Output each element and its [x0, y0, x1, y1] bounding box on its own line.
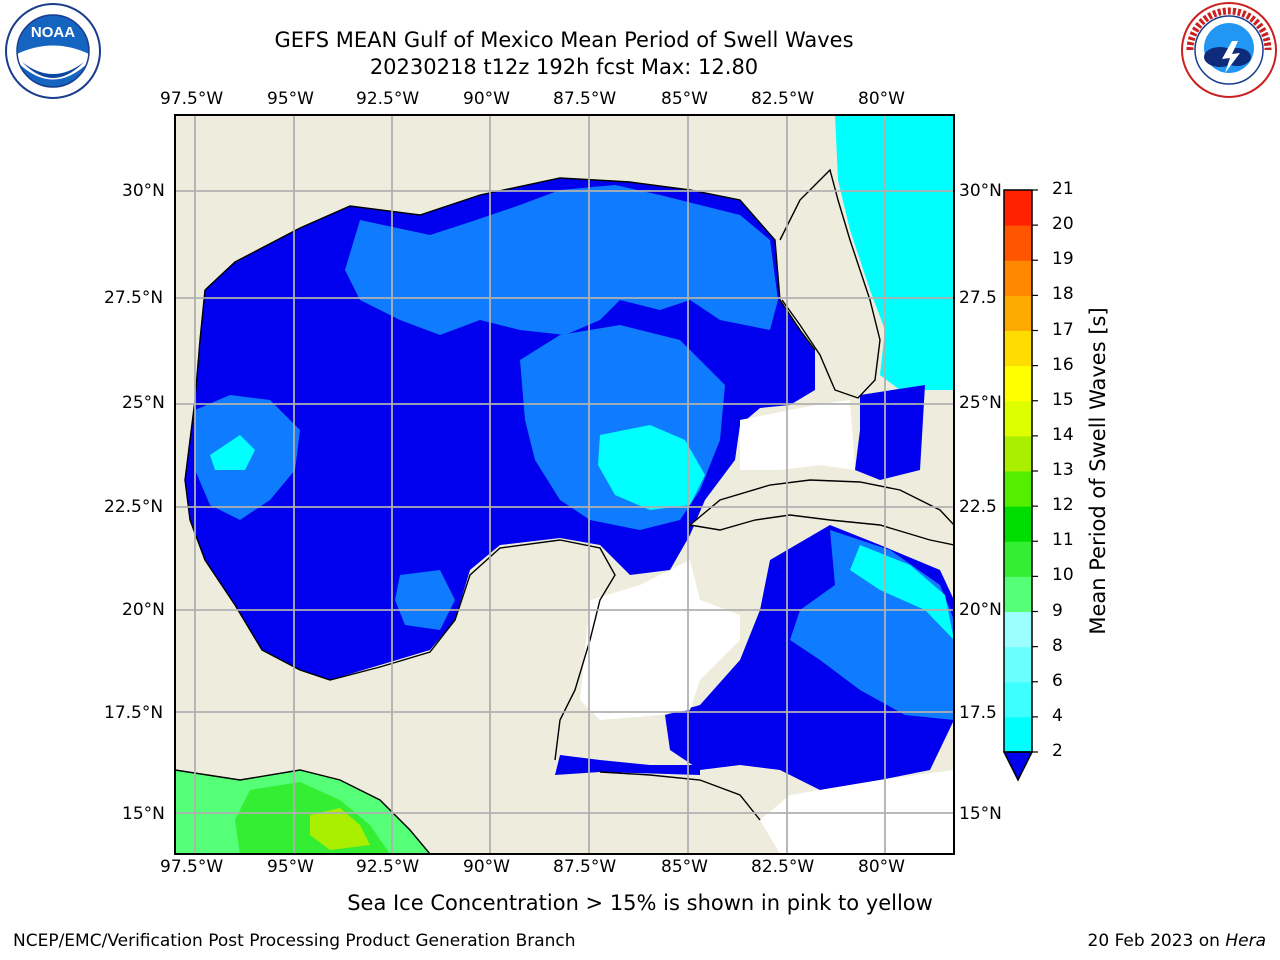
lon-tick-top: 97.5°W	[160, 89, 224, 109]
colorbar-segment	[1004, 225, 1032, 261]
lon-tick-bottom: 97.5°W	[160, 857, 224, 877]
lat-tick-right: 25°N	[959, 393, 1002, 413]
lon-tick-top: 80°W	[858, 89, 905, 109]
florida-land	[780, 170, 880, 398]
colorbar-title: Mean Period of Swell Waves [s]	[1086, 307, 1110, 635]
lat-tick-left: 15°N	[122, 804, 165, 824]
colorbar-tick-label: 17	[1052, 319, 1074, 340]
colorbar-tick-label: 6	[1052, 670, 1063, 691]
colorbar-segment	[1004, 190, 1032, 226]
colorbar-tick-label: 9	[1052, 600, 1063, 621]
atlantic-water	[835, 115, 954, 390]
lon-tick-bottom: 85°W	[661, 857, 708, 877]
lon-tick-bottom: 95°W	[267, 857, 314, 877]
lon-tick-top: 95°W	[267, 89, 314, 109]
lon-tick-top: 92.5°W	[356, 89, 420, 109]
gulf-water-light	[598, 425, 705, 510]
colorbar-tick-label: 19	[1052, 249, 1074, 270]
colorbar-segment	[1004, 716, 1032, 753]
lon-tick-bottom: 80°W	[858, 857, 905, 877]
nws-logo	[1181, 2, 1277, 98]
lat-tick-left: 20°N	[122, 600, 165, 620]
footer-date: 20 Feb 2023 on Hera	[1088, 931, 1266, 951]
nodata-region	[740, 400, 855, 470]
yucatan-land	[280, 540, 615, 790]
noaa-logo: NOAA	[5, 3, 101, 99]
atlantic-water-deep	[855, 385, 925, 480]
colorbar-tick-label: 4	[1052, 705, 1063, 726]
colorbar-tick-label: 12	[1052, 495, 1074, 516]
colorbar-tick-label: 11	[1052, 530, 1074, 551]
sea-ice-note-text: Sea Ice Concentration > 15% is shown in …	[347, 891, 933, 915]
gulf-water-light-2	[210, 435, 255, 470]
nodata-region-2	[580, 560, 740, 720]
lon-tick-top: 82.5°W	[751, 89, 815, 109]
footer-credit: NCEP/EMC/Verification Post Processing Pr…	[13, 931, 576, 951]
colorbar-segment	[1004, 435, 1032, 472]
pacific-water-lime	[310, 808, 370, 850]
colorbar-segment	[1004, 681, 1032, 718]
colorbar	[1002, 189, 1038, 782]
colorbar-tick-label: 18	[1052, 284, 1074, 305]
caribbean-water-deep-2	[555, 755, 700, 775]
colorbar-segment	[1004, 506, 1032, 542]
colorbar-tick-label: 8	[1052, 635, 1063, 656]
lat-tick-right: 27.5	[959, 288, 997, 308]
colorbar-tick-label: 20	[1052, 214, 1074, 235]
caribbean-water-light	[850, 545, 954, 640]
map-subtitle: 20230218 t12z 192h fcst Max: 12.80	[369, 55, 759, 79]
colorbar-extension	[1002, 751, 1034, 782]
nodata-region-3	[760, 770, 954, 854]
colorbar-tick-label: 10	[1052, 565, 1074, 586]
lat-tick-right: 22.5	[959, 497, 997, 517]
colorbar-tick-label: 14	[1052, 424, 1074, 445]
lon-tick-bottom: 90°W	[463, 857, 510, 877]
map-frame	[174, 114, 955, 855]
map-title: GEFS MEAN Gulf of Mexico Mean Period of …	[274, 28, 854, 52]
footer-host: Hera	[1225, 931, 1266, 951]
lon-tick-top: 87.5°W	[553, 89, 617, 109]
lon-tick-bottom: 92.5°W	[356, 857, 420, 877]
graticule	[175, 115, 954, 854]
svg-text:NOAA: NOAA	[31, 24, 75, 41]
lat-tick-right: 30°N	[959, 181, 1002, 201]
lat-tick-left: 22.5°N	[104, 497, 164, 517]
colorbar-tick-label: 16	[1052, 354, 1074, 375]
colorbar-segment	[1004, 611, 1032, 648]
lat-tick-right: 15°N	[959, 804, 1002, 824]
lat-tick-left: 17.5°N	[104, 703, 164, 723]
cuba-land	[690, 480, 954, 545]
colorbar-tick-label: 15	[1052, 389, 1074, 410]
lat-tick-right: 20°N	[959, 600, 1002, 620]
lat-tick-left: 27.5°N	[104, 288, 164, 308]
colorbar-segment	[1004, 541, 1032, 577]
colorbar-segment	[1004, 295, 1032, 331]
colorbar-tick-label: 2	[1052, 741, 1063, 761]
colorbar-segment	[1004, 471, 1032, 507]
colorbar-tick-label: 21	[1052, 179, 1074, 199]
lon-tick-top: 90°W	[463, 89, 510, 109]
gulf-water-mid-4	[395, 570, 455, 630]
lat-tick-left: 25°N	[122, 393, 165, 413]
lon-tick-top: 85°W	[661, 89, 708, 109]
lon-tick-bottom: 82.5°W	[751, 857, 815, 877]
lat-tick-left: 30°N	[122, 181, 165, 201]
colorbar-segment	[1004, 576, 1032, 612]
colorbar-segment	[1004, 365, 1032, 402]
colorbar-segment	[1004, 260, 1032, 296]
colorbar-segment	[1004, 330, 1032, 367]
colorbar-segment	[1004, 646, 1032, 683]
footer-date-text: 20 Feb 2023 on	[1087, 931, 1226, 951]
lat-tick-right: 17.5	[959, 703, 997, 723]
colorbar-segment	[1004, 400, 1032, 437]
sea-ice-note: Sea Ice Concentration > 15% is shown in …	[0, 891, 1280, 915]
colorbar-tick-label: 13	[1052, 460, 1074, 480]
lon-tick-bottom: 87.5°W	[553, 857, 617, 877]
